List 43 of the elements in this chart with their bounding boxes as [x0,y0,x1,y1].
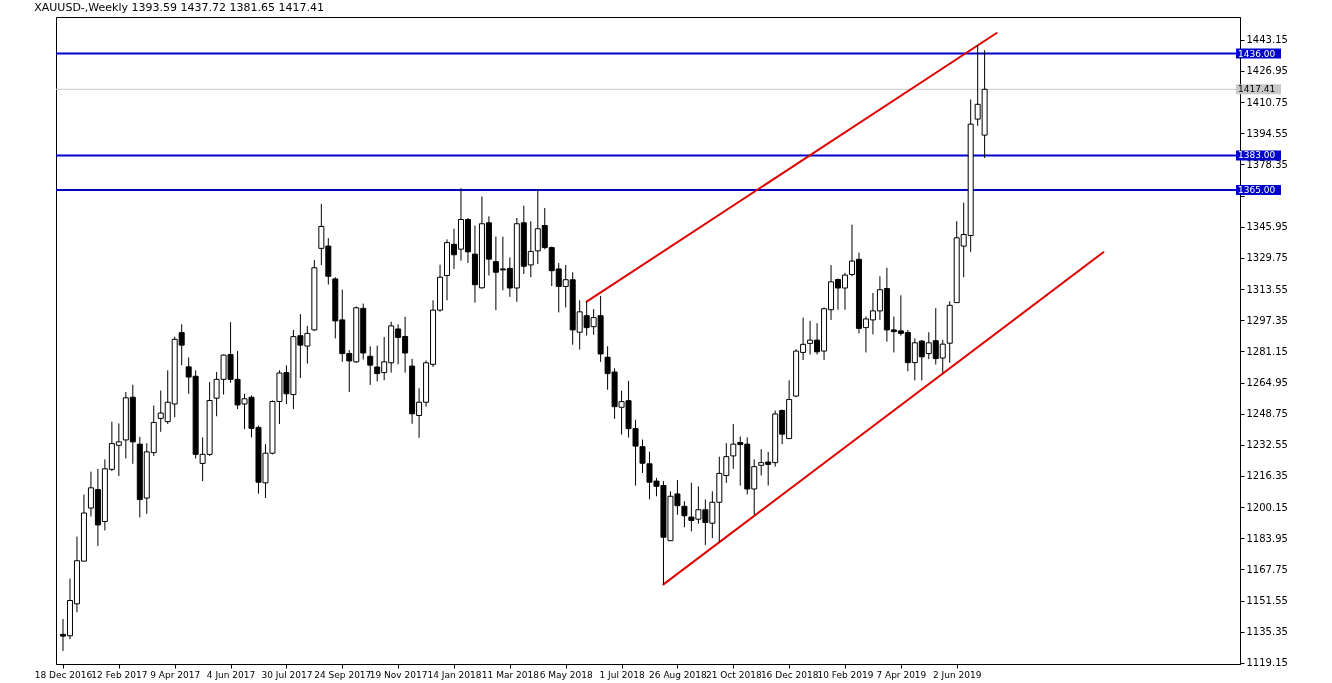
y-tick-label: 1329.75 [1246,252,1288,264]
x-tick-label: 18 Dec 2016 [34,669,93,680]
y-tick-label: 1167.75 [1246,563,1288,575]
y-tick-label: 1232.55 [1246,439,1288,451]
x-tick-label: 19 Nov 2017 [369,669,428,680]
x-tick-label: 6 May 2018 [539,669,593,680]
candlestick [681,500,688,528]
y-tick-label: 1297.35 [1246,314,1288,326]
y-tick-label: 1151.55 [1246,595,1288,607]
y-tick-label: 1216.35 [1246,470,1288,482]
x-tick-label: 21 Oct 2018 [705,669,762,680]
y-tick-label: 1394.55 [1246,127,1288,139]
y-tick-label: 1200.15 [1246,501,1288,513]
x-tick-label: 9 Apr 2017 [150,669,201,680]
x-tick-label: 11 Mar 2018 [481,669,540,680]
y-tick-label: 1378.35 [1246,158,1288,170]
ref-line-label: 1436.00 [1238,48,1276,59]
y-tick-label: 1426.95 [1246,65,1288,77]
y-tick-label: 1119.15 [1246,657,1288,669]
candlestick [367,345,374,386]
x-tick-label: 10 Feb 2019 [817,669,874,680]
ref-line-label: 1383.00 [1238,150,1276,161]
x-tick-label: 4 Jun 2017 [206,669,256,680]
x-tick-label: 24 Sep 2017 [314,669,372,680]
chart-title: XAUUSD-,Weekly 1393.59 1437.72 1381.65 1417.41 [34,1,324,14]
y-tick-label: 1248.75 [1246,408,1288,420]
y-tick-label: 1410.75 [1246,96,1288,108]
y-tick-label: 1264.95 [1246,377,1288,389]
x-tick-label: 14 Jan 2018 [427,669,482,680]
x-tick-label: 1 Jul 2018 [599,669,645,680]
x-tick-label: 12 Feb 2017 [91,669,148,680]
x-tick-label: 30 Jul 2017 [261,669,313,680]
x-tick-label: 7 Apr 2019 [876,669,927,680]
y-tick-label: 1135.35 [1246,626,1288,638]
y-tick-label: 1281.15 [1246,345,1288,357]
y-tick-label: 1313.55 [1246,283,1288,295]
y-tick-label: 1443.15 [1246,34,1288,46]
ref-line-label: 1365.00 [1238,185,1276,196]
y-tick-label: 1345.95 [1246,221,1288,233]
x-tick-label: 16 Dec 2018 [760,669,819,680]
ref-line-label: 1417.41 [1238,84,1276,95]
y-tick-label: 1183.95 [1246,532,1288,544]
x-tick-label: 2 Jun 2019 [933,669,982,680]
